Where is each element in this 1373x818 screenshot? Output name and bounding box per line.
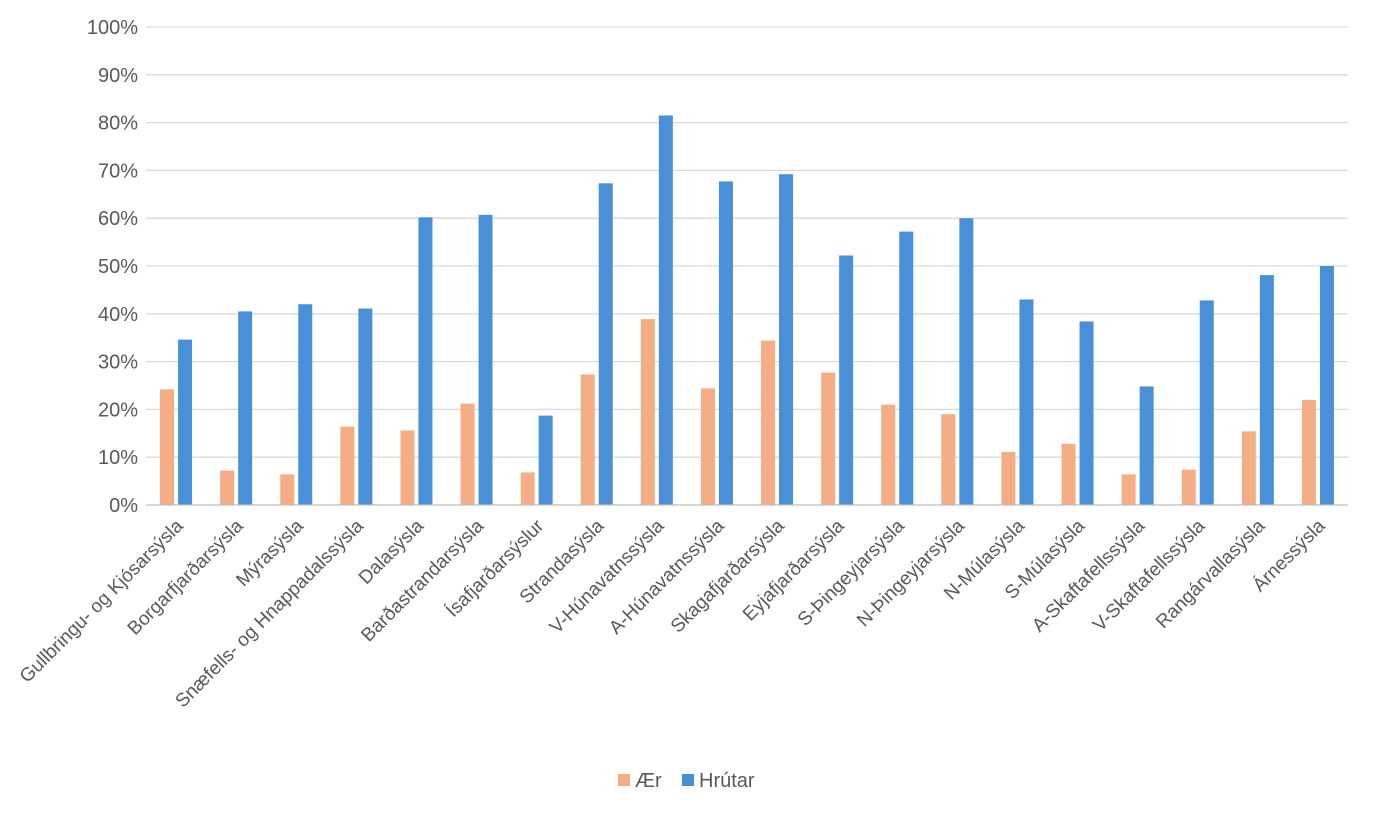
bar-hrutar (1199, 300, 1214, 505)
bar-hrutar (718, 181, 733, 506)
x-axis-category-labels: Gullbringu- og KjósarsýslaBorgarfjarðars… (16, 515, 1330, 712)
bar-hrutar (839, 255, 854, 505)
bar-hrutar (959, 218, 974, 505)
bar-hrutar (779, 174, 794, 505)
legend-swatch (618, 774, 630, 786)
x-category-label: Borgarfjarðarsýsla (124, 515, 248, 639)
y-tick-label: 40% (98, 304, 138, 326)
x-category-label: S-Þingeyjarsýsla (794, 515, 909, 630)
bar-aer (700, 388, 715, 505)
legend-label: Hrútar (699, 770, 755, 792)
bar-aer (160, 389, 175, 505)
bar-aer (1301, 399, 1316, 505)
x-category-label: Skagafjarðarsýsla (667, 515, 789, 637)
bar-hrutar (1019, 299, 1034, 505)
x-category-label: V-Skaftafellssýsla (1089, 515, 1209, 635)
bar-hrutar (418, 217, 433, 505)
bar-hrutar (298, 304, 313, 505)
bar-aer (1061, 443, 1076, 505)
bar-aer (400, 430, 415, 505)
x-category-label: N-Þingeyjarsýsla (853, 515, 969, 631)
bar-aer (220, 470, 235, 505)
bar-hrutar (1259, 275, 1274, 505)
bar-aer (941, 414, 956, 505)
bar-hrutar (1079, 321, 1094, 505)
y-tick-label: 70% (98, 160, 138, 182)
bar-hrutar (358, 308, 373, 505)
y-tick-label: 20% (98, 399, 138, 421)
bars (160, 115, 1334, 506)
x-category-label: Rangárvallasýsla (1152, 515, 1269, 632)
bar-hrutar (658, 115, 673, 506)
bar-hrutar (899, 231, 914, 506)
bar-hrutar (178, 339, 193, 505)
legend: Ær Hrútar (618, 770, 755, 792)
bar-aer (280, 474, 295, 505)
bar-aer (580, 374, 595, 505)
bar-hrutar (1139, 386, 1154, 505)
bar-aer (340, 426, 355, 505)
bar-hrutar (478, 214, 493, 505)
x-category-label: A-Húnavatnssýsla (605, 515, 728, 638)
y-axis-tick-labels: 0% 10% 20% 30% 40% 50% 60% 70% 80% 90% 100% (87, 17, 138, 517)
y-tick-label: 10% (98, 447, 138, 469)
bar-aer (640, 319, 655, 505)
gridlines (146, 26, 1348, 458)
y-tick-label: 90% (98, 65, 138, 87)
bar-aer (821, 372, 836, 505)
bar-aer (881, 404, 896, 505)
bar-hrutar (1319, 266, 1334, 505)
x-category-label: A-Skaftafellssýsla (1028, 515, 1149, 636)
y-tick-label: 80% (98, 113, 138, 135)
x-category-label: V-Húnavatnssýsla (546, 515, 669, 638)
bar-aer (1181, 469, 1196, 505)
bar-aer (761, 340, 776, 505)
bar-hrutar (538, 415, 553, 505)
bar-aer (520, 472, 535, 505)
bar-aer (460, 403, 475, 505)
bar-hrutar (238, 311, 253, 505)
bar-aer (1121, 474, 1136, 505)
legend-label: Ær (635, 770, 662, 792)
legend-swatch (682, 774, 694, 786)
y-tick-label: 60% (98, 208, 138, 230)
y-tick-label: 100% (87, 17, 138, 39)
bar-aer (1001, 451, 1016, 505)
x-category-label: Eyjafjarðarsýsla (739, 515, 849, 625)
bar-aer (1241, 431, 1256, 505)
y-tick-label: 30% (98, 352, 138, 374)
y-tick-label: 0% (109, 495, 138, 517)
y-tick-label: 50% (98, 256, 138, 278)
bar-hrutar (598, 183, 613, 505)
